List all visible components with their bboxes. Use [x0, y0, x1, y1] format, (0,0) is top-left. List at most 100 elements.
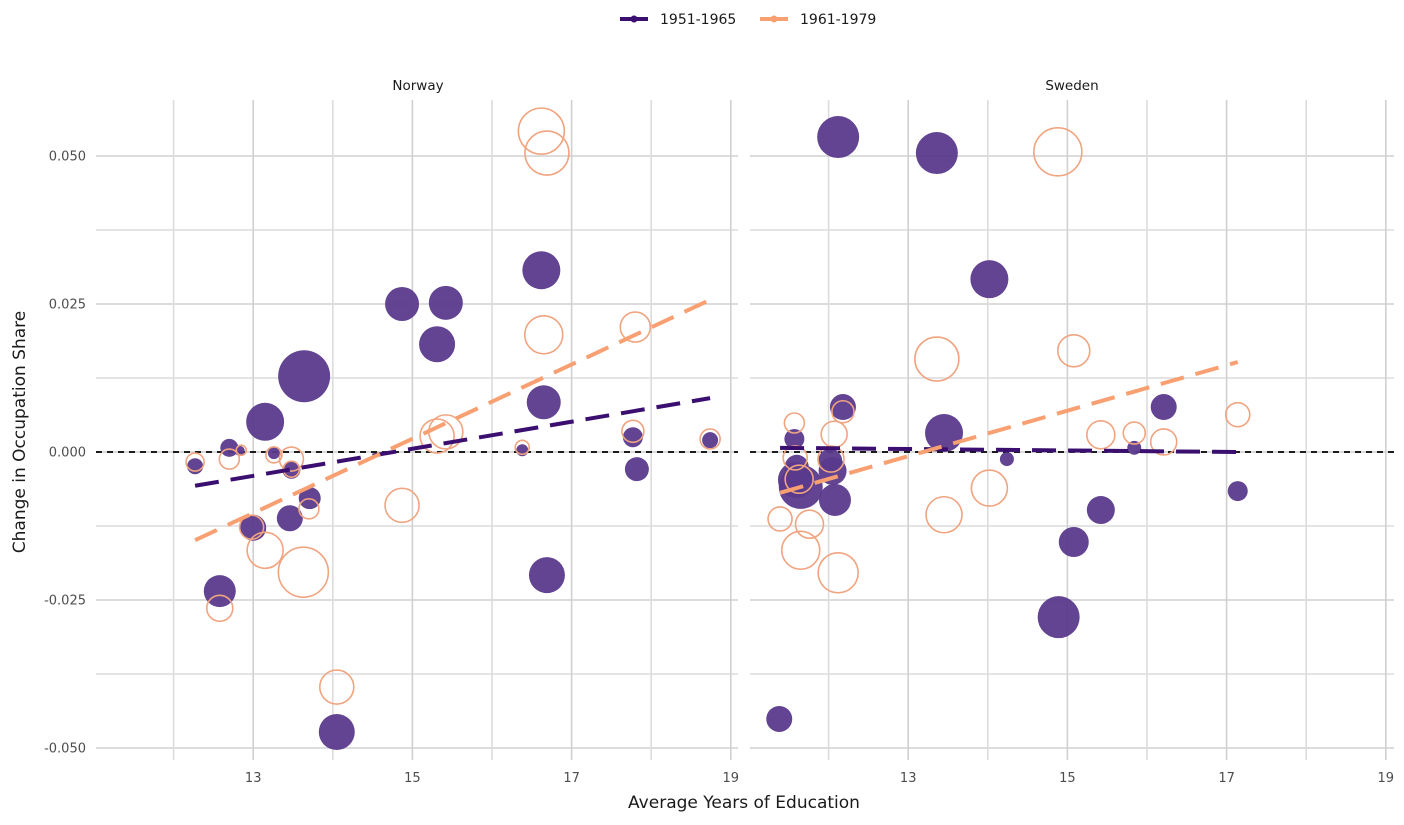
bubble-1951-1965 [526, 385, 561, 420]
bubble-1951-1965 [220, 438, 239, 457]
bubble-1961-1979 [619, 311, 652, 343]
x-axis-ticks: 13 15 17 19 [245, 771, 739, 786]
bubble-1951-1965 [419, 326, 456, 363]
bubble-1951-1965 [240, 514, 267, 541]
bubble-1951-1965 [1127, 440, 1142, 455]
x-tick-label: 19 [723, 771, 740, 786]
x-axis-ticks: 13 15 17 19 [900, 771, 1394, 786]
bubble-1951-1965 [818, 483, 851, 516]
bubble-1951-1965 [1150, 394, 1177, 421]
bubble-1961-1979 [699, 428, 721, 450]
bubble-1951-1965 [1227, 481, 1248, 502]
bubble-1951-1965 [203, 575, 236, 608]
trend-line-1951-1965 [780, 445, 1238, 454]
bubble-1961-1979 [524, 130, 570, 176]
bubble-1961-1979 [514, 439, 531, 456]
y-tick-label: 0.025 [49, 298, 86, 313]
x-tick-label: 17 [563, 771, 580, 786]
bubble-1951-1965 [624, 457, 649, 482]
bubble-1961-1979 [1033, 127, 1083, 177]
bubble-1951-1965 [925, 414, 964, 453]
y-axis-title: Change in Occupation Share [10, 311, 30, 553]
gridlines [750, 100, 1394, 760]
bubble-1951-1965 [428, 285, 463, 320]
bubble-1951-1965 [766, 705, 793, 732]
bubble-1951-1965 [915, 132, 958, 175]
bubble-1961-1979 [783, 412, 806, 434]
bubble-1961-1979 [1224, 401, 1251, 428]
bubble-1961-1979 [1056, 333, 1091, 368]
x-tick-label: 13 [245, 771, 262, 786]
trend-line-1951-1965 [194, 396, 711, 488]
trend-line-1961-1979 [194, 298, 711, 543]
legend-label: 1961-1979 [800, 12, 876, 28]
bubble-1951-1965 [702, 432, 719, 449]
legend-entry-1961-1979: 1961-1979 [760, 12, 876, 28]
y-axis-ticks: 0.050 0.025 0.000 -0.025 -0.050 [44, 150, 86, 757]
bubble-1961-1979 [767, 506, 793, 532]
panel-norway: Norway 13 15 17 19 [96, 78, 739, 786]
x-tick-label: 17 [1218, 771, 1235, 786]
bubble-1951-1965 [282, 460, 301, 479]
x-tick-label: 15 [1059, 771, 1076, 786]
bubble-1961-1979 [523, 314, 564, 355]
legend-entry-1951-1965: 1951-1965 [620, 12, 736, 28]
bubble-1961-1979 [419, 418, 455, 454]
facet-strip-label: Norway [392, 78, 443, 94]
bubble-1951-1965 [1086, 496, 1115, 525]
bubble-1961-1979 [1122, 421, 1147, 445]
bubble-1951-1965 [278, 350, 331, 403]
bubble-1951-1965 [522, 251, 561, 290]
bubble-1951-1965 [622, 427, 643, 448]
bubble-1961-1979 [820, 420, 848, 449]
bubble-1961-1979 [318, 669, 355, 705]
bubble-1951-1965 [385, 287, 420, 321]
bubble-1951-1965 [276, 505, 303, 532]
legend: 1951-1965 1961-1979 [620, 12, 876, 28]
bubble-1961-1979 [185, 452, 205, 472]
x-axis-title: Average Years of Education [628, 793, 860, 813]
bubble-1951-1965 [999, 452, 1014, 467]
bubble-1951-1965 [267, 447, 280, 460]
trend-line-1961-1979 [779, 360, 1239, 495]
bubble-1961-1979 [831, 399, 855, 424]
facet-strip-label: Sweden [1045, 78, 1098, 94]
y-tick-label: 0.000 [49, 446, 86, 461]
bubble-1961-1979 [205, 594, 234, 623]
bubble-1951-1965 [970, 260, 1009, 299]
data-points [185, 107, 721, 751]
bubble-1961-1979 [298, 498, 320, 520]
bubble-1961-1979 [782, 445, 808, 471]
bubble-1951-1965 [318, 714, 355, 751]
bubble-1951-1965 [246, 402, 285, 441]
bubble-1961-1979 [794, 509, 825, 540]
bubble-1961-1979 [218, 448, 241, 470]
trend-lines [194, 298, 711, 543]
x-tick-label: 19 [1378, 771, 1395, 786]
x-tick-label: 15 [404, 771, 421, 786]
bubble-1961-1979 [517, 107, 566, 155]
bubble-1951-1965 [784, 428, 805, 449]
y-tick-label: -0.025 [44, 594, 86, 609]
bubble-1961-1979 [621, 419, 645, 444]
data-points [766, 116, 1251, 732]
bubble-1951-1965 [817, 116, 860, 159]
bubble-1961-1979 [925, 495, 963, 534]
legend-label: 1951-1965 [660, 12, 736, 28]
legend-key-point [630, 15, 638, 23]
bubble-1961-1979 [277, 546, 330, 598]
x-tick-label: 13 [900, 771, 917, 786]
panel-sweden: Sweden 13 15 17 19 [750, 78, 1394, 786]
bubble-1961-1979 [970, 469, 1009, 507]
y-tick-label: 0.050 [49, 150, 86, 165]
bubble-1961-1979 [1149, 428, 1178, 456]
bubble-1951-1965 [528, 557, 565, 594]
bubble-1961-1979 [384, 487, 420, 524]
bubble-1961-1979 [914, 336, 960, 382]
bubble-1961-1979 [780, 530, 821, 571]
trend-lines [779, 360, 1239, 495]
bubble-1961-1979 [265, 446, 283, 464]
bubble-1951-1965 [829, 394, 856, 421]
bubble-1961-1979 [235, 444, 248, 457]
